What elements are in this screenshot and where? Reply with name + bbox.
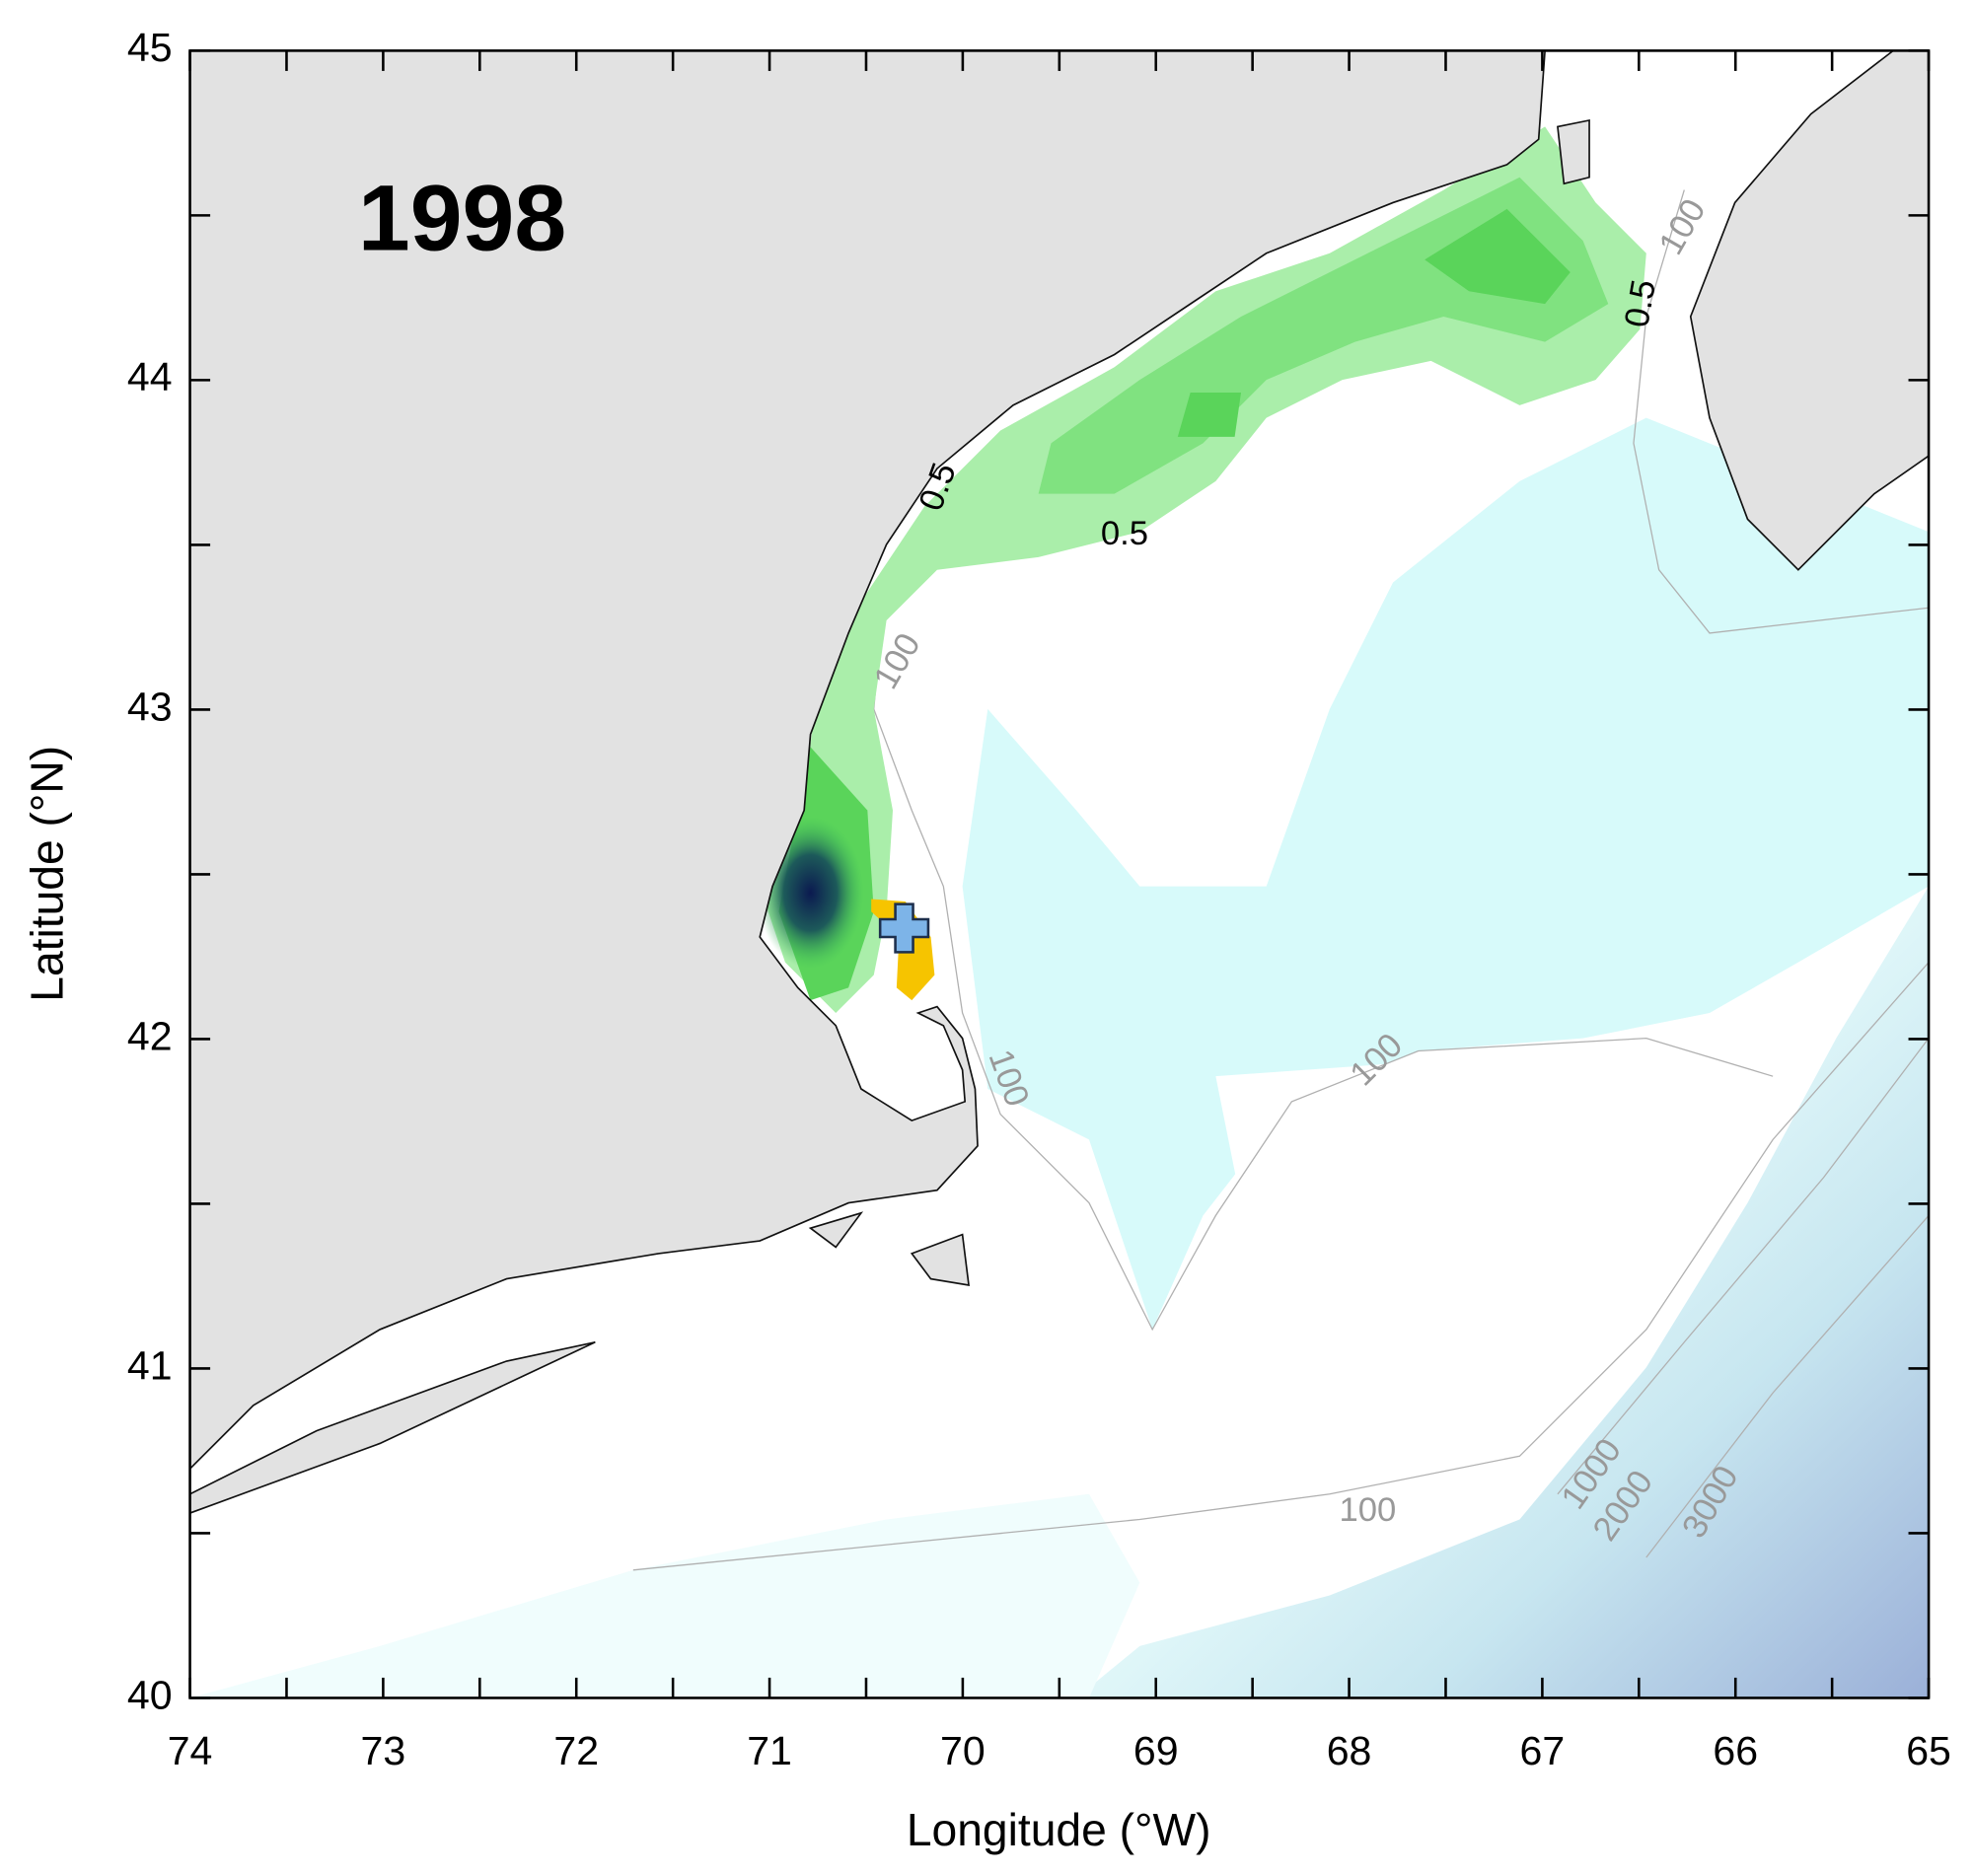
x-axis-label: Longitude (°W) (907, 1804, 1211, 1855)
plume-high (1177, 208, 1571, 437)
contour-label: 100 (1339, 1491, 1396, 1529)
y-tick-label: 45 (127, 25, 173, 70)
x-tick-label: 65 (1906, 1728, 1951, 1773)
plume-low (760, 126, 1646, 1013)
long-island (189, 1340, 596, 1514)
y-axis-label: Latitude (°N) (22, 746, 73, 1002)
y-tick-label: 40 (127, 1672, 173, 1717)
nova-scotia (1689, 50, 1930, 571)
x-tick-label: 66 (1713, 1728, 1758, 1773)
y-tick-label: 43 (127, 684, 173, 729)
outfall-marker (878, 902, 930, 954)
x-tick-label: 70 (940, 1728, 986, 1773)
x-tick-label: 67 (1520, 1728, 1566, 1773)
islands (808, 1211, 970, 1286)
bank (1215, 1050, 1774, 1418)
basin (962, 417, 1930, 1330)
contour-label: 0.5 (1101, 515, 1148, 552)
x-tick-label: 69 (1133, 1728, 1179, 1773)
x-tick-label: 68 (1327, 1728, 1372, 1773)
y-tick-label: 42 (127, 1013, 173, 1058)
x-tick-label: 72 (553, 1728, 599, 1773)
map-layers (189, 50, 1930, 1698)
y-tick-label: 44 (127, 354, 173, 399)
x-tick-label: 71 (747, 1728, 792, 1773)
x-tick-label: 74 (168, 1728, 213, 1773)
y-tick-label: 41 (127, 1342, 173, 1388)
contour-label: 0.5 (1618, 277, 1663, 330)
x-tick-label: 73 (361, 1728, 406, 1773)
mainland (189, 50, 1546, 1471)
shelf (189, 1493, 1140, 1698)
depth-contours (632, 189, 1930, 1571)
map-title: 1998 (358, 167, 566, 271)
deep-water (1076, 886, 1930, 1698)
grand-manan (1557, 118, 1590, 185)
